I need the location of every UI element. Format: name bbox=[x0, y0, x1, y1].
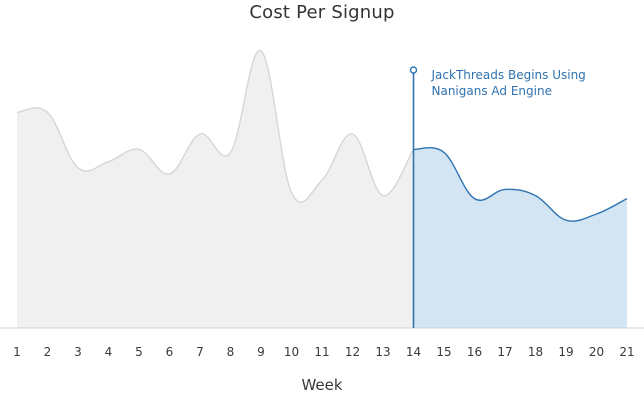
x-tick-label: 12 bbox=[345, 345, 360, 359]
annotation-text: Nanigans Ad Engine bbox=[432, 84, 552, 98]
x-tick-label: 1 bbox=[13, 345, 21, 359]
x-tick-label: 5 bbox=[135, 345, 143, 359]
x-tick-label: 16 bbox=[467, 345, 482, 359]
x-axis-title: Week bbox=[301, 376, 342, 394]
x-tick-label: 13 bbox=[375, 345, 390, 359]
chart-title: Cost Per Signup bbox=[249, 2, 395, 23]
x-tick-label: 7 bbox=[196, 345, 204, 359]
x-tick-labels: 1 2 3 4 5 6 7 8 9 10 11 12 13 14 15 16 17 18 19 20 21 bbox=[13, 345, 634, 359]
line-before bbox=[16, 50, 415, 203]
line-layer bbox=[16, 50, 628, 222]
x-tick-label: 11 bbox=[314, 345, 329, 359]
x-tick-label: 10 bbox=[284, 345, 299, 359]
line-after bbox=[413, 147, 628, 222]
x-tick-label: 9 bbox=[257, 345, 265, 359]
x-tick-label: 8 bbox=[227, 345, 235, 359]
annotation-marker: JackThreads Begins Using Nanigans Ad Engi… bbox=[409, 66, 586, 328]
x-tick-label: 2 bbox=[44, 345, 52, 359]
x-tick-label: 20 bbox=[589, 345, 604, 359]
annotation-text: JackThreads Begins Using bbox=[431, 68, 586, 82]
x-tick-label: 21 bbox=[619, 345, 634, 359]
x-tick-label: 4 bbox=[105, 345, 113, 359]
x-tick-label: 18 bbox=[528, 345, 543, 359]
x-tick-label: 6 bbox=[166, 345, 174, 359]
area-after bbox=[413, 147, 627, 328]
area-layer bbox=[17, 50, 627, 328]
annotation-dot bbox=[409, 66, 418, 74]
x-tick-label: 15 bbox=[436, 345, 451, 359]
x-tick-label: 14 bbox=[406, 345, 421, 359]
x-tick-label: 17 bbox=[497, 345, 512, 359]
x-tick-label: 3 bbox=[74, 345, 82, 359]
area-before bbox=[17, 50, 414, 328]
x-tick-label: 19 bbox=[558, 345, 573, 359]
